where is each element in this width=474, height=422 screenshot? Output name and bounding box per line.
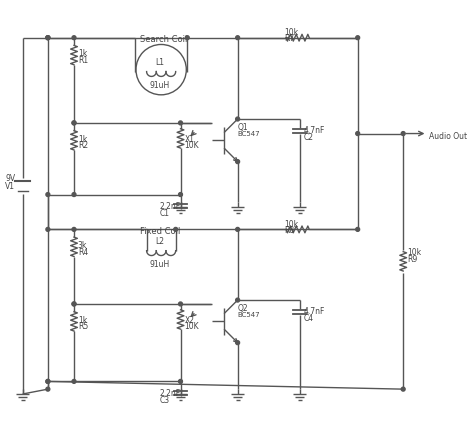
Circle shape [46, 36, 50, 40]
Text: BC547: BC547 [237, 131, 260, 137]
Circle shape [236, 117, 239, 121]
Text: 91uH: 91uH [149, 260, 170, 269]
Text: Q2: Q2 [237, 304, 248, 313]
Circle shape [356, 132, 360, 135]
Text: R1: R1 [78, 56, 88, 65]
Text: 3k: 3k [78, 241, 87, 250]
Text: R7: R7 [284, 34, 294, 43]
Text: R4: R4 [78, 248, 88, 257]
Circle shape [236, 160, 239, 164]
Circle shape [46, 36, 50, 40]
Circle shape [356, 36, 360, 40]
Text: X2: X2 [184, 316, 194, 325]
Circle shape [46, 387, 50, 391]
Text: R8: R8 [284, 225, 294, 235]
Circle shape [72, 379, 76, 383]
Text: X1: X1 [184, 135, 194, 143]
Text: 10k: 10k [284, 220, 298, 229]
Circle shape [236, 36, 239, 40]
Circle shape [72, 121, 76, 125]
Text: 2.2nF: 2.2nF [159, 202, 180, 211]
Text: C3: C3 [159, 396, 169, 405]
Text: C2: C2 [303, 133, 313, 141]
Text: BC547: BC547 [237, 312, 260, 318]
Circle shape [72, 121, 76, 125]
Circle shape [236, 341, 239, 345]
Text: L1: L1 [155, 58, 164, 67]
Text: 4.7nF: 4.7nF [303, 307, 325, 316]
Circle shape [72, 302, 76, 306]
Circle shape [356, 227, 360, 231]
Text: C1: C1 [159, 209, 169, 218]
Circle shape [72, 302, 76, 306]
Circle shape [46, 36, 50, 40]
Circle shape [401, 132, 405, 135]
Text: Q1: Q1 [237, 123, 248, 132]
Text: C4: C4 [303, 314, 314, 323]
Text: 1k: 1k [78, 49, 87, 58]
Text: Fixed Coil: Fixed Coil [140, 227, 180, 236]
Circle shape [46, 192, 50, 197]
Text: Search Coil: Search Coil [140, 35, 187, 44]
Text: 1k: 1k [78, 316, 87, 325]
Text: 10k: 10k [284, 28, 298, 37]
Text: 10K: 10K [184, 141, 199, 150]
Text: R5: R5 [78, 322, 88, 331]
Text: R9: R9 [407, 254, 417, 264]
Text: R2: R2 [78, 141, 88, 150]
Circle shape [401, 387, 405, 391]
Circle shape [46, 379, 50, 383]
Text: 9V: 9V [5, 174, 15, 183]
Circle shape [179, 192, 182, 197]
Circle shape [179, 121, 182, 125]
Circle shape [72, 227, 76, 231]
Text: 1k: 1k [78, 135, 87, 143]
Text: 10K: 10K [184, 322, 199, 331]
Text: 2.2nF: 2.2nF [159, 389, 180, 398]
Circle shape [236, 298, 239, 302]
Text: V1: V1 [5, 182, 15, 191]
Text: L2: L2 [155, 237, 164, 246]
Text: Audio Out: Audio Out [429, 132, 467, 141]
Circle shape [236, 227, 239, 231]
Circle shape [46, 227, 50, 231]
Circle shape [72, 36, 76, 40]
Text: 10k: 10k [407, 248, 421, 257]
Circle shape [179, 379, 182, 383]
Circle shape [179, 302, 182, 306]
Text: 4.7nF: 4.7nF [303, 126, 325, 135]
Circle shape [46, 379, 50, 383]
Circle shape [185, 36, 189, 40]
Circle shape [72, 192, 76, 197]
Text: 91uH: 91uH [149, 81, 170, 90]
Circle shape [174, 227, 178, 231]
